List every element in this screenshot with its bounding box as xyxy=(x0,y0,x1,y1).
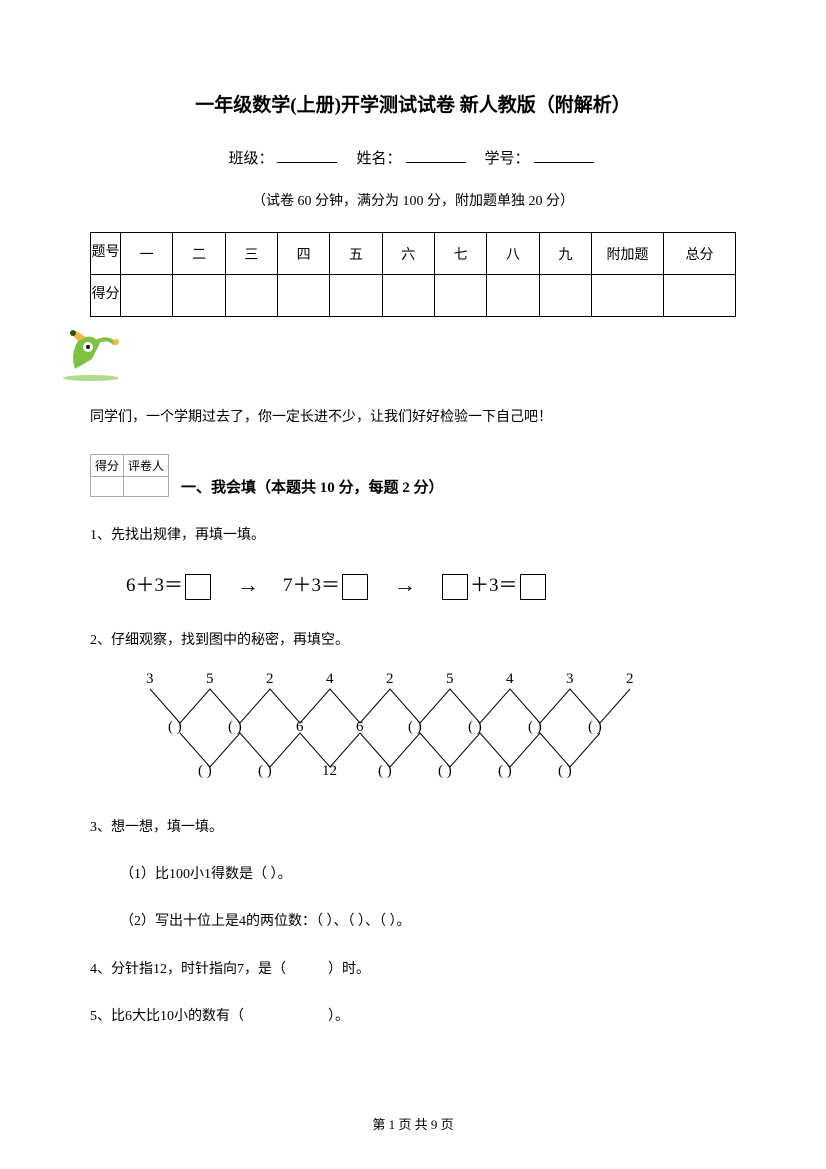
col-total: 总分 xyxy=(664,233,736,275)
question-3: 3、想一想，填一填。 xyxy=(90,815,736,840)
zz-bot-1[interactable]: ( ) xyxy=(258,763,272,780)
zigzag-diagram: 3 5 2 4 2 5 4 3 2 ( ) ( ) 6 6 ( ) ( ) ( … xyxy=(120,675,680,785)
zz-bot-2: 12 xyxy=(322,763,337,780)
id-label: 学号： xyxy=(485,151,530,167)
score-cell[interactable] xyxy=(330,275,382,317)
zz-mid-5[interactable]: ( ) xyxy=(468,719,482,736)
score-cell[interactable] xyxy=(487,275,539,317)
answer-box[interactable] xyxy=(520,574,546,600)
zz-top-8: 2 xyxy=(626,671,634,688)
score-cell[interactable] xyxy=(225,275,277,317)
score-cell[interactable] xyxy=(592,275,664,317)
col-1: 一 xyxy=(121,233,173,275)
eq-text-1: 6＋3＝ xyxy=(126,575,183,596)
page-title: 一年级数学(上册)开学测试试卷 新人教版（附解析） xyxy=(90,90,736,117)
section-1-title: 一、我会填（本题共 10 分，每题 2 分） xyxy=(181,476,444,497)
class-label: 班级： xyxy=(228,151,273,167)
answer-box[interactable] xyxy=(185,574,211,600)
question-5: 5、比6大比10小的数有（ ）。 xyxy=(90,1004,736,1029)
zz-mid-2: 6 xyxy=(296,719,304,736)
col-8: 八 xyxy=(487,233,539,275)
pencil-icon xyxy=(60,329,736,388)
student-info-line: 班级： 姓名： 学号： xyxy=(90,147,736,168)
zz-bot-3[interactable]: ( ) xyxy=(378,763,392,780)
eq-part-1: 6＋3＝ xyxy=(126,570,213,600)
col-5: 五 xyxy=(330,233,382,275)
answer-box[interactable] xyxy=(442,574,468,600)
zz-mid-6[interactable]: ( ) xyxy=(528,719,542,736)
col-9: 九 xyxy=(539,233,591,275)
col-extra: 附加题 xyxy=(592,233,664,275)
eq-text-2: 7＋3＝ xyxy=(283,575,340,596)
zz-top-1: 5 xyxy=(206,671,214,688)
zz-top-5: 5 xyxy=(446,671,454,688)
mini-cell[interactable] xyxy=(91,477,124,497)
arrow-icon: → xyxy=(394,572,416,598)
class-blank[interactable] xyxy=(277,162,337,163)
zz-bot-4[interactable]: ( ) xyxy=(438,763,452,780)
zz-mid-1[interactable]: ( ) xyxy=(228,719,242,736)
zz-top-3: 4 xyxy=(326,671,334,688)
col-4: 四 xyxy=(277,233,329,275)
zz-bot-5[interactable]: ( ) xyxy=(498,763,512,780)
zz-top-4: 2 xyxy=(386,671,394,688)
score-cell[interactable] xyxy=(664,275,736,317)
row-label-number: 题号 xyxy=(91,233,121,275)
score-cell[interactable] xyxy=(173,275,225,317)
col-7: 七 xyxy=(434,233,486,275)
zz-bot-6[interactable]: ( ) xyxy=(558,763,572,780)
question-4: 4、分针指12，时针指向7，是（ ）时。 xyxy=(90,957,736,982)
zz-mid-0[interactable]: ( ) xyxy=(168,719,182,736)
mini-h1: 得分 xyxy=(91,455,124,477)
zz-top-6: 4 xyxy=(506,671,514,688)
score-cell[interactable] xyxy=(382,275,434,317)
col-3: 三 xyxy=(225,233,277,275)
eq-part-2: 7＋3＝ xyxy=(283,570,370,600)
col-2: 二 xyxy=(173,233,225,275)
mini-cell[interactable] xyxy=(124,477,169,497)
id-blank[interactable] xyxy=(534,162,594,163)
zz-mid-3: 6 xyxy=(356,719,364,736)
question-3b: （2）写出十位上是4的两位数：（ ）、（ ）、（ ）。 xyxy=(120,909,736,934)
mini-score-table: 得分 评卷人 xyxy=(90,454,169,497)
eq-text-3: ＋3＝ xyxy=(470,575,518,596)
question-3a: （1）比100小1得数是（ ）。 xyxy=(120,862,736,887)
question-1: 1、先找出规律，再填一填。 xyxy=(90,523,736,548)
name-blank[interactable] xyxy=(406,162,466,163)
score-cell[interactable] xyxy=(121,275,173,317)
arrow-icon: → xyxy=(237,572,259,598)
zz-top-0: 3 xyxy=(146,671,154,688)
zz-top-2: 2 xyxy=(266,671,274,688)
score-cell[interactable] xyxy=(539,275,591,317)
col-6: 六 xyxy=(382,233,434,275)
score-cell[interactable] xyxy=(277,275,329,317)
equation-pattern: 6＋3＝ → 7＋3＝ → ＋3＝ xyxy=(126,570,736,600)
page-footer: 第 1 页 共 9 页 xyxy=(0,1114,826,1133)
row-label-score: 得分 xyxy=(91,275,121,317)
zz-mid-7[interactable]: ( ) xyxy=(588,719,602,736)
zz-bot-0[interactable]: ( ) xyxy=(198,763,212,780)
section-1-header: 得分 评卷人 一、我会填（本题共 10 分，每题 2 分） xyxy=(90,454,736,497)
question-2: 2、仔细观察，找到图中的秘密，再填空。 xyxy=(90,628,736,653)
exam-meta: （试卷 60 分钟，满分为 100 分，附加题单独 20 分） xyxy=(90,190,736,210)
zz-top-7: 3 xyxy=(566,671,574,688)
name-label: 姓名： xyxy=(356,151,401,167)
score-table-header-row: 题号 一 二 三 四 五 六 七 八 九 附加题 总分 xyxy=(91,233,736,275)
score-table: 题号 一 二 三 四 五 六 七 八 九 附加题 总分 得分 xyxy=(90,232,736,317)
eq-part-3: ＋3＝ xyxy=(440,570,548,600)
answer-box[interactable] xyxy=(342,574,368,600)
mini-h2: 评卷人 xyxy=(124,455,169,477)
score-table-score-row: 得分 xyxy=(91,275,736,317)
zz-mid-4[interactable]: ( ) xyxy=(408,719,422,736)
score-cell[interactable] xyxy=(434,275,486,317)
intro-text: 同学们，一个学期过去了，你一定长进不少，让我们好好检验一下自己吧！ xyxy=(90,406,736,426)
